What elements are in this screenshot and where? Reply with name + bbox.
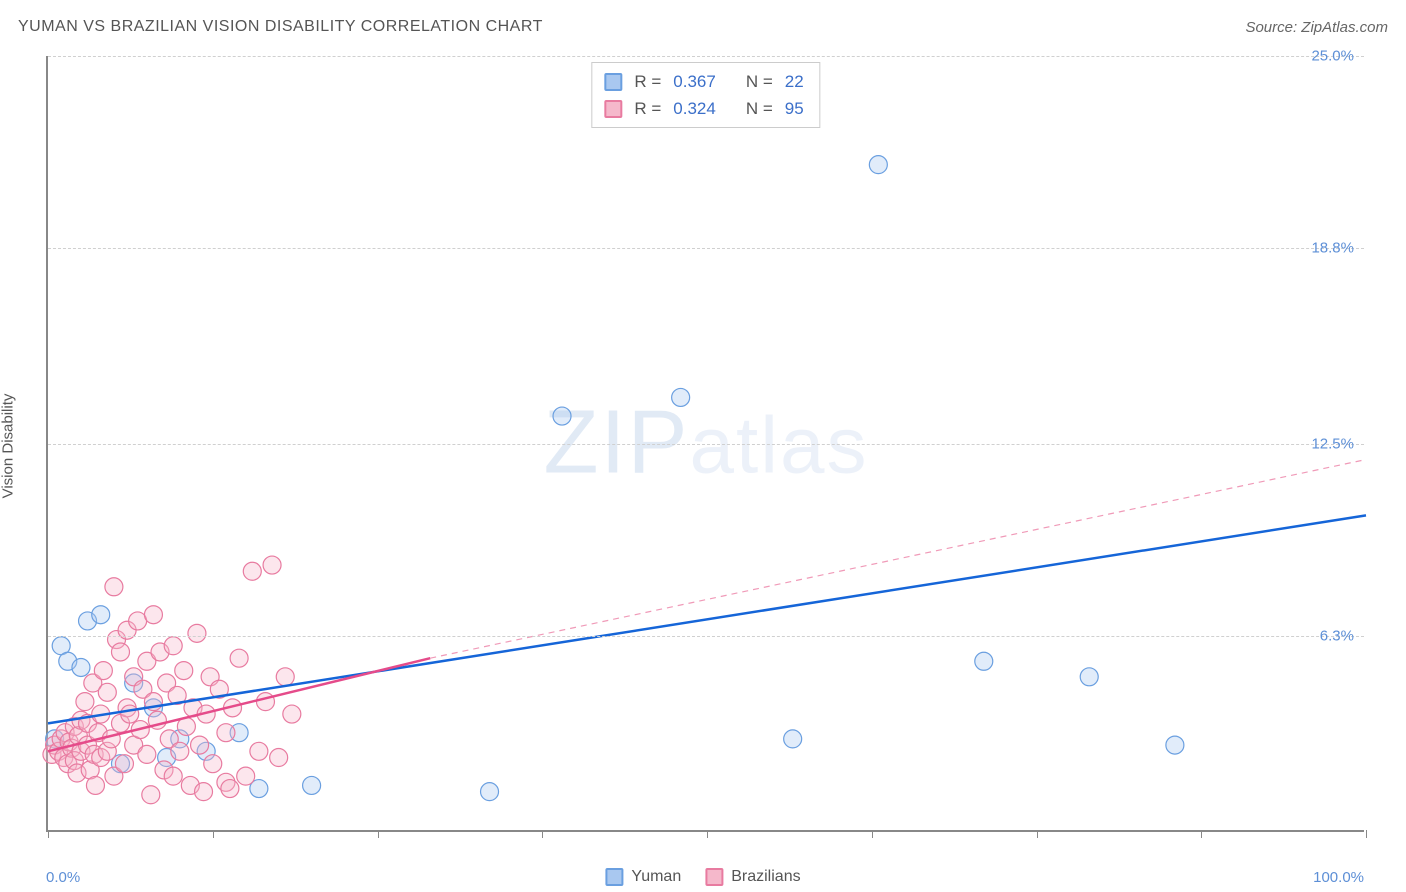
data-point [164, 637, 182, 655]
data-point [94, 662, 112, 680]
legend-item: Yuman [605, 868, 681, 886]
data-point [283, 705, 301, 723]
trendline-brazilians-dashed [430, 460, 1366, 659]
legend-swatch [604, 100, 622, 118]
data-point [237, 767, 255, 785]
data-point [188, 624, 206, 642]
gridline-h [48, 248, 1364, 249]
data-point [191, 736, 209, 754]
data-point [256, 693, 274, 711]
data-point [138, 745, 156, 763]
stat-r-value: 0.324 [673, 95, 716, 122]
data-point [86, 776, 104, 794]
data-point [1166, 736, 1184, 754]
data-point [204, 755, 222, 773]
gridline-h [48, 636, 1364, 637]
stat-r-label: R = [634, 68, 661, 95]
data-point [217, 724, 235, 742]
x-tick [1201, 830, 1202, 838]
data-point [142, 786, 160, 804]
data-point [221, 780, 239, 798]
data-point [481, 783, 499, 801]
data-point [250, 742, 268, 760]
x-tick [1366, 830, 1367, 838]
data-point [105, 578, 123, 596]
data-point [98, 683, 116, 701]
chart-title: YUMAN VS BRAZILIAN VISION DISABILITY COR… [18, 18, 543, 36]
trendline-yuman [48, 515, 1366, 723]
data-point [111, 643, 129, 661]
legend-swatch [604, 73, 622, 91]
stat-r-label: R = [634, 95, 661, 122]
legend-item: Brazilians [705, 868, 800, 886]
gridline-h [48, 56, 1364, 57]
chart-svg [48, 56, 1364, 830]
data-point [270, 749, 288, 767]
legend-label: Brazilians [731, 868, 800, 886]
y-tick-label: 6.3% [1320, 628, 1354, 645]
x-tick [213, 830, 214, 838]
data-point [243, 562, 261, 580]
data-point [171, 742, 189, 760]
x-tick [1037, 830, 1038, 838]
data-point [230, 649, 248, 667]
legend-stats-box: R = 0.367 N = 22 R = 0.324 N = 95 [591, 62, 820, 128]
data-point [115, 755, 133, 773]
data-point [102, 730, 120, 748]
data-point [784, 730, 802, 748]
legend-stats-row: R = 0.324 N = 95 [604, 95, 807, 122]
data-point [175, 662, 193, 680]
x-tick [48, 830, 49, 838]
legend-swatch [705, 868, 723, 886]
x-tick [542, 830, 543, 838]
x-tick [707, 830, 708, 838]
legend-label: Yuman [631, 868, 681, 886]
data-point [553, 407, 571, 425]
data-point [276, 668, 294, 686]
data-point [72, 658, 90, 676]
data-point [303, 776, 321, 794]
y-tick-label: 12.5% [1311, 436, 1354, 453]
stat-n-label: N = [746, 95, 773, 122]
y-tick-label: 25.0% [1311, 48, 1354, 65]
plot-area: ZIPatlas R =0.367N =22R =0.324N =95 6.3%… [46, 56, 1364, 832]
stat-r-value: 0.367 [673, 68, 716, 95]
data-point [121, 705, 139, 723]
y-tick-label: 18.8% [1311, 240, 1354, 257]
stat-n-value: 95 [785, 95, 804, 122]
data-point [144, 606, 162, 624]
legend-stats-row: R = 0.367 N = 22 [604, 68, 807, 95]
data-point [76, 693, 94, 711]
data-point [975, 652, 993, 670]
data-point [263, 556, 281, 574]
legend-bottom: Yuman Brazilians [605, 868, 800, 886]
data-point [92, 606, 110, 624]
legend-swatch [605, 868, 623, 886]
x-axis-min-label: 0.0% [46, 869, 80, 886]
data-point [164, 767, 182, 785]
x-axis-max-label: 100.0% [1313, 869, 1364, 886]
y-axis-label: Vision Disability [0, 394, 17, 499]
stat-n-value: 22 [785, 68, 804, 95]
data-point [672, 388, 690, 406]
chart-source: Source: ZipAtlas.com [1245, 19, 1388, 36]
data-point [1080, 668, 1098, 686]
stat-n-label: N = [746, 68, 773, 95]
x-tick [872, 830, 873, 838]
chart-header: YUMAN VS BRAZILIAN VISION DISABILITY COR… [18, 18, 1388, 36]
data-point [195, 783, 213, 801]
gridline-h [48, 444, 1364, 445]
x-tick [378, 830, 379, 838]
data-point [869, 156, 887, 174]
